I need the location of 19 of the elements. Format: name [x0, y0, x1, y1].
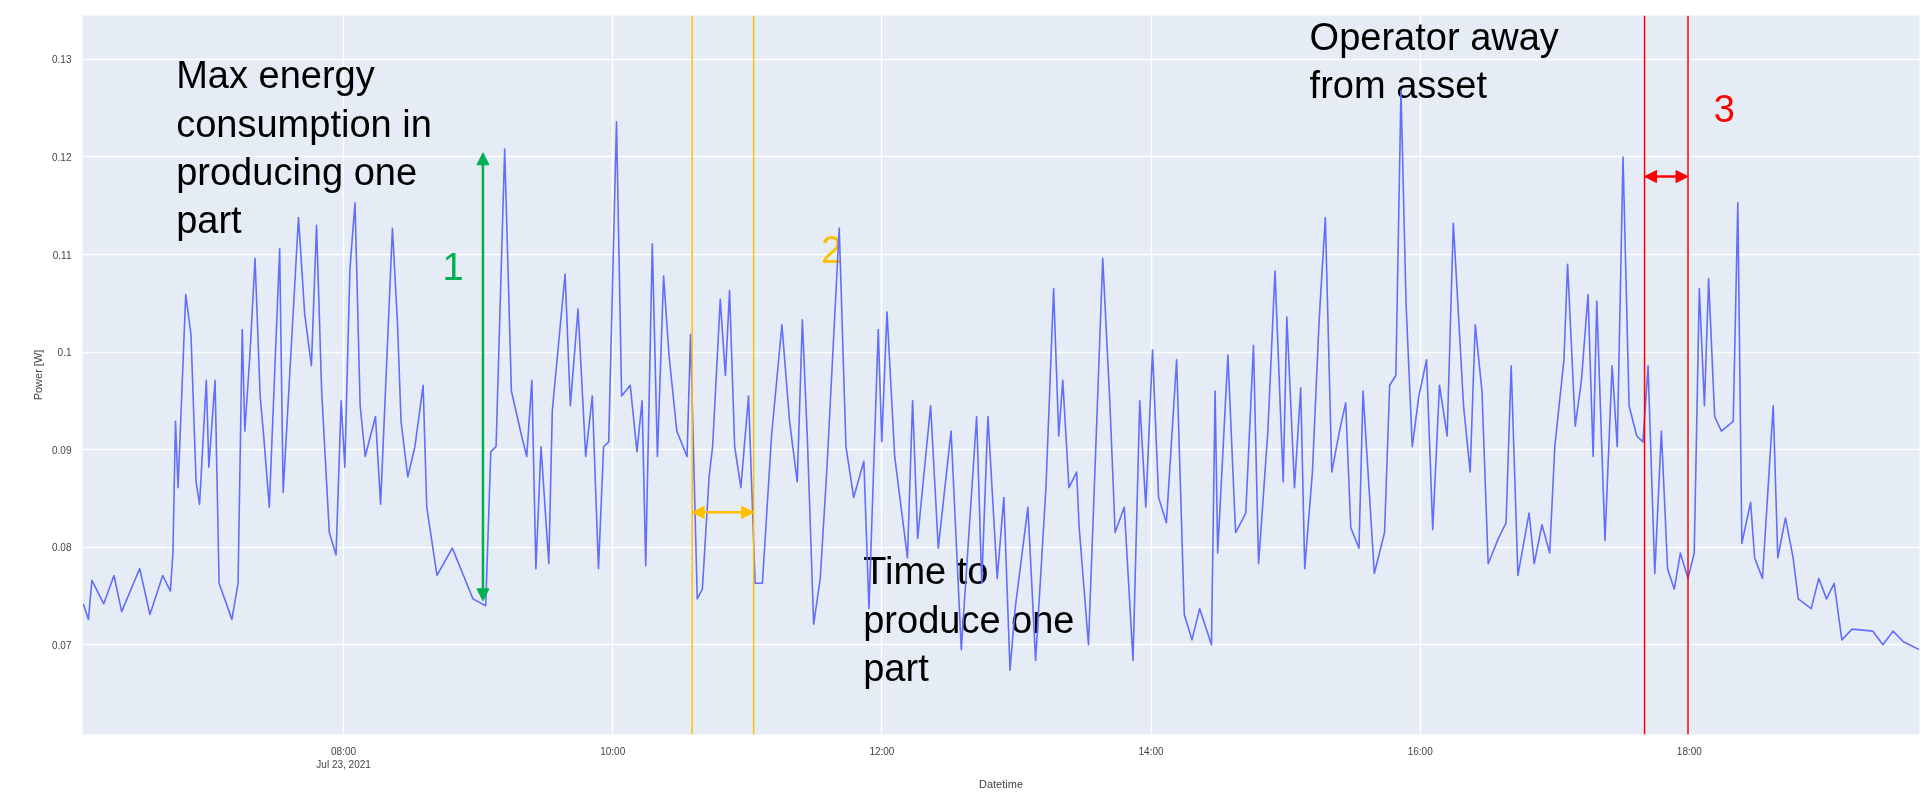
x-tick-label: 18:00	[1676, 745, 1703, 757]
y-tick-label: 0.12	[52, 151, 72, 163]
y-tick-label: 0.11	[52, 249, 72, 261]
annotation: 3	[1713, 88, 1735, 131]
annotation: Max energy consumption in producing one part	[176, 54, 432, 242]
y-tick-label: 0.13	[52, 54, 72, 66]
y-tick-label: 0.09	[52, 444, 72, 456]
x-tick-label: 16:00	[1407, 745, 1434, 757]
x-tick-label: 08:00 Jul 23, 2021	[316, 745, 372, 770]
x-tick-label: 14:00	[1138, 745, 1165, 757]
x-tick-label: 12:00	[869, 745, 895, 757]
x-axis-title: Datetime	[978, 777, 1024, 790]
y-axis-title: Power [W]	[32, 349, 45, 401]
y-tick-label: 0.07	[52, 639, 72, 651]
annotation: 1	[442, 245, 464, 288]
y-tick-label: 0.1	[57, 347, 72, 359]
y-tick-label: 0.08	[52, 542, 72, 554]
annotation: Operator away from asset	[1309, 15, 1559, 106]
x-tick-label: 10:00	[600, 745, 626, 757]
